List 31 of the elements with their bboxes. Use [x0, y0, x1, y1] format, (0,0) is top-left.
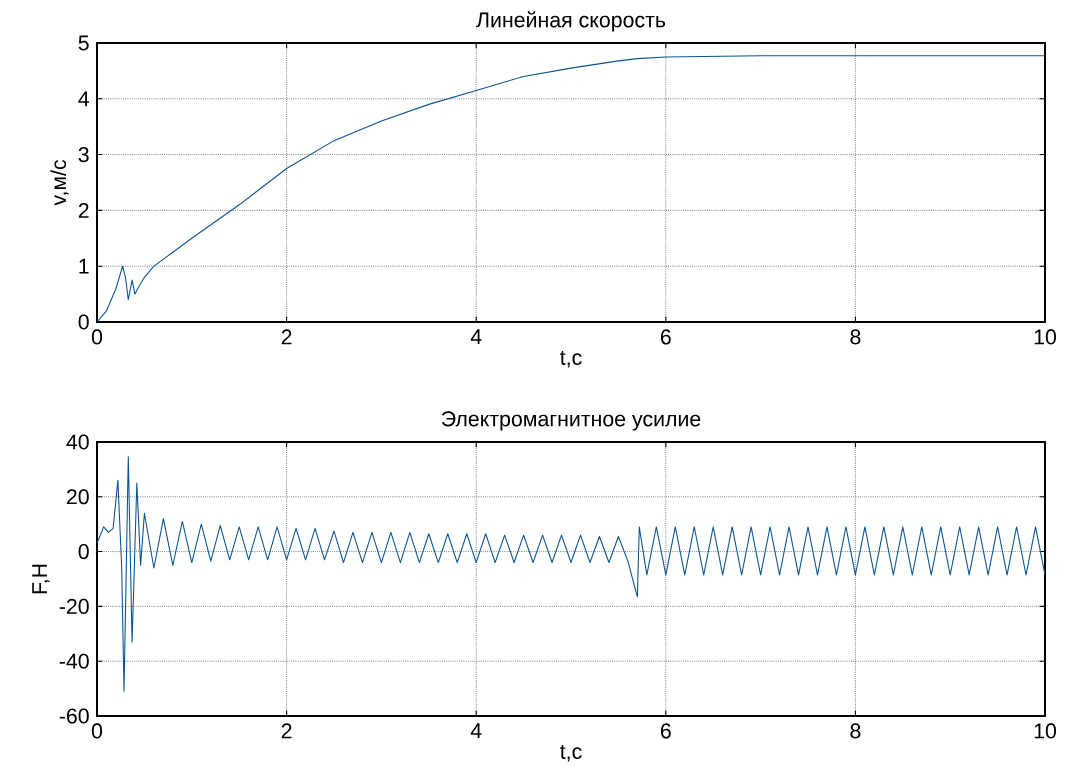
x-tick-label: 0	[91, 329, 103, 345]
chart-title: Линейная скорость	[476, 11, 666, 32]
y-tick-label: 3	[78, 147, 89, 163]
x-tick-label: 10	[1034, 329, 1057, 345]
x-tick-label: 6	[660, 329, 671, 345]
x-tick-label: 10	[1034, 723, 1057, 739]
y-tick-label: 0	[78, 314, 89, 330]
x-tick-label: 0	[91, 723, 103, 739]
y-tick-label: -20	[59, 598, 89, 614]
y-tick-label: 0	[78, 544, 89, 560]
y-axis-title: F,H	[32, 564, 50, 594]
chart-title: Электромагнитное усилие	[441, 411, 701, 431]
x-tick-label: 8	[850, 329, 861, 345]
x-tick-label: 2	[281, 723, 292, 739]
y-tick-label: 2	[78, 202, 89, 218]
x-tick-label: 4	[470, 723, 482, 739]
y-tick-label: 4	[78, 91, 89, 107]
y-tick-label: 1	[79, 258, 89, 274]
y-tick-label: -60	[59, 708, 89, 724]
x-tick-label: 6	[660, 723, 671, 739]
y-tick-label: 40	[66, 434, 89, 450]
x-tick-label: 4	[470, 329, 482, 345]
x-axis-title: t,c	[560, 350, 582, 368]
x-axis-title: t,c	[560, 744, 582, 762]
y-tick-label: 20	[66, 489, 89, 505]
y-tick-label: -40	[59, 653, 89, 669]
y-axis-title: v,м/с	[50, 159, 69, 206]
line-series	[97, 456, 1046, 692]
x-tick-label: 2	[281, 329, 292, 345]
y-tick-label: 5	[78, 35, 89, 51]
x-tick-label: 8	[850, 723, 861, 739]
